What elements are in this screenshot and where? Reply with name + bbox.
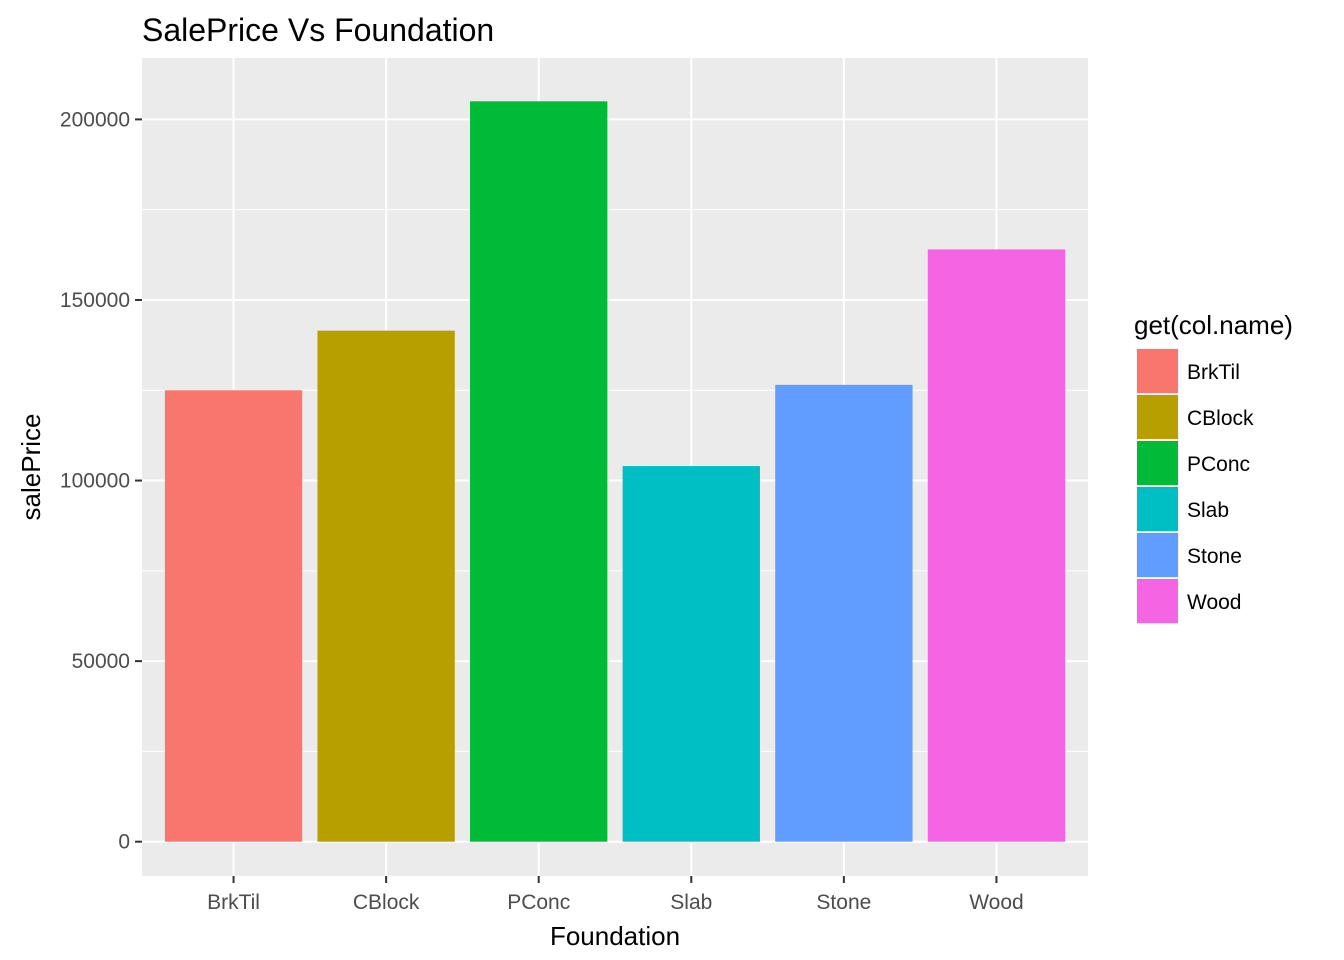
x-tick-label: BrkTil [207,891,260,914]
legend-swatch-stone [1137,533,1178,577]
x-tick-label: Slab [670,891,712,914]
y-tick-label: 150000 [60,289,130,312]
bars [164,101,1066,842]
bar-stone [775,384,913,842]
legend-label: Wood [1187,591,1241,614]
x-tick-label: Stone [816,891,871,914]
x-tick-label: CBlock [353,891,420,914]
bar-wood [927,249,1066,842]
y-tick-label: 0 [118,831,130,854]
chart-title: SalePrice Vs Foundation [142,12,494,48]
x-axis-title: Foundation [550,921,680,951]
bar-cblock [317,330,455,842]
x-tick-label: Wood [969,891,1023,914]
legend-swatch-cblock [1137,395,1178,439]
legend-swatch-pconc [1137,441,1178,485]
legend-label: Stone [1187,545,1242,568]
legend-swatch-slab [1137,487,1178,531]
legend-label: CBlock [1187,407,1254,430]
y-axis-ticks: 0 50000 100000 150000 200000 [60,108,142,854]
y-axis-title: salePrice [16,414,46,521]
bar-slab [622,466,760,842]
legend-title: get(col.name) [1134,310,1293,340]
y-tick-label: 50000 [72,650,130,673]
x-tick-label: PConc [507,891,570,914]
legend-label: Slab [1187,499,1229,522]
y-tick-label: 200000 [60,108,130,131]
legend-label: PConc [1187,453,1250,476]
legend-swatch-wood [1137,579,1178,623]
bar-pconc [470,101,608,842]
y-tick-label: 100000 [60,470,130,493]
legend-swatch-brktil [1137,349,1178,393]
x-axis-ticks: BrkTil CBlock PConc Slab Stone Wood [207,876,1024,914]
legend-items: BrkTil CBlock PConc Slab Stone Wood [1136,348,1254,624]
legend: get(col.name) BrkTil CBlock PConc Slab Stone… [1134,310,1293,624]
bar-brktil [164,390,303,842]
legend-label: BrkTil [1187,361,1240,384]
